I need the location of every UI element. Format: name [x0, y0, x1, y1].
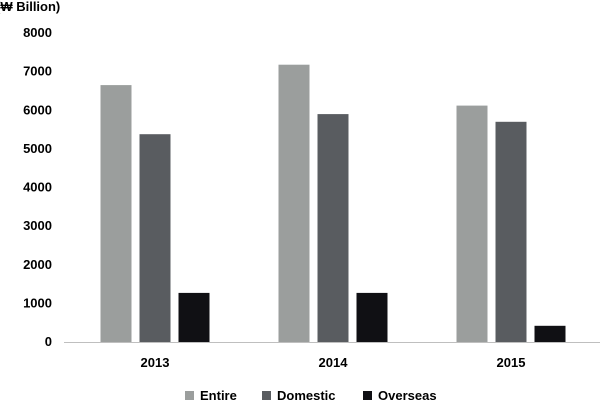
y-tick-label: 3000 — [23, 218, 52, 233]
bar-overseas-2013 — [178, 292, 210, 342]
x-tick-label: 2013 — [141, 355, 170, 370]
legend-swatch-domestic — [262, 391, 271, 400]
y-tick-label: 4000 — [23, 180, 52, 195]
bar-entire-2014 — [278, 64, 310, 342]
bars — [100, 64, 566, 342]
y-axis-ticks: 0 1000 2000 3000 4000 5000 6000 7000 8000 — [23, 25, 52, 349]
y-tick-label: 5000 — [23, 141, 52, 156]
legend-label-overseas: Overseas — [378, 388, 437, 403]
bar-entire-2015 — [456, 105, 488, 342]
bar-domestic-2013 — [139, 134, 171, 342]
y-tick-label: 8000 — [23, 25, 52, 40]
bar-domestic-2014 — [317, 114, 349, 342]
x-tick-label: 2014 — [319, 355, 349, 370]
bar-entire-2013 — [100, 85, 132, 342]
bar-overseas-2015 — [534, 325, 566, 342]
x-axis-ticks: 2013 2014 2015 — [141, 355, 526, 370]
y-tick-label: 0 — [45, 334, 52, 349]
legend-swatch-entire — [185, 391, 194, 400]
bar-overseas-2014 — [356, 292, 388, 342]
y-tick-label: 2000 — [23, 257, 52, 272]
legend-label-domestic: Domestic — [277, 388, 336, 403]
x-tick-label: 2015 — [497, 355, 526, 370]
y-tick-label: 1000 — [23, 295, 52, 310]
y-tick-label: 7000 — [23, 64, 52, 79]
bar-domestic-2015 — [495, 121, 527, 342]
legend: Entire Domestic Overseas — [185, 388, 437, 403]
y-axis-unit-label: (₩ Billion) — [0, 0, 60, 14]
y-tick-label: 6000 — [23, 102, 52, 117]
legend-swatch-overseas — [363, 391, 372, 400]
legend-label-entire: Entire — [200, 388, 237, 403]
